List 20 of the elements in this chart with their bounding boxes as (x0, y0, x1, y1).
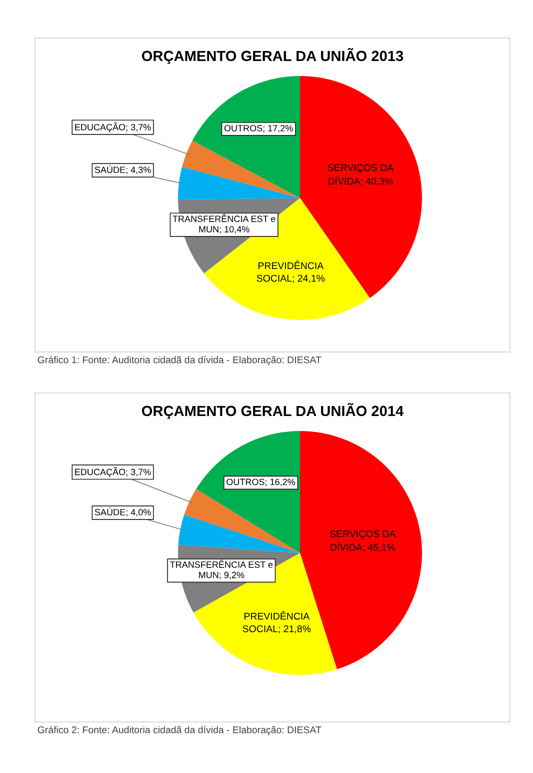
text: Gráfico 1: Fonte: Auditoria cidadã da dívida - Elaboração: DIESAT (38, 356, 322, 366)
slice-label: SERVIÇOS DA DÍVIDA; 40,3% (328, 164, 394, 186)
text: Gráfico 2: Fonte: Auditoria cidadã da dívida - Elaboração: DIESAT (38, 726, 322, 736)
slice-label: OUTROS; 16,2% (226, 478, 296, 486)
slice-label: OUTROS; 17,2% (224, 124, 293, 132)
slice-label: EDUCAÇÃO; 3,7% (75, 122, 151, 132)
slice-label: SAÚDE; 4,3% (94, 165, 151, 174)
pie-slice (178, 166, 300, 200)
slice-label: EDUCAÇÃO; 3,7% (75, 467, 151, 477)
slice-label: SERVIÇOS DA DÍVIDA; 45,1% (330, 530, 396, 552)
chart-title: ORÇAMENTO GERAL DA UNIÃO 2014 (142, 402, 404, 420)
pie-slice (184, 488, 300, 553)
slice-label: PREVIDÊNCIA SOCIAL; 24,1% (256, 260, 325, 283)
pie-slice (178, 514, 300, 553)
slice-label: TRANSFERÊNCIA EST e MUN; 10,4% (172, 214, 276, 234)
chart-title: ORÇAMENTO GERAL DA UNIÃO 2013 (142, 48, 404, 64)
slice-label: TRANSFERÊNCIA EST e MUN; 9,2% (170, 560, 273, 580)
pie-slice (182, 140, 300, 198)
slice-label: PREVIDÊNCIA SOCIAL; 21,8% (242, 611, 311, 634)
slice-label: SAÚDE; 4,0% (94, 507, 151, 516)
